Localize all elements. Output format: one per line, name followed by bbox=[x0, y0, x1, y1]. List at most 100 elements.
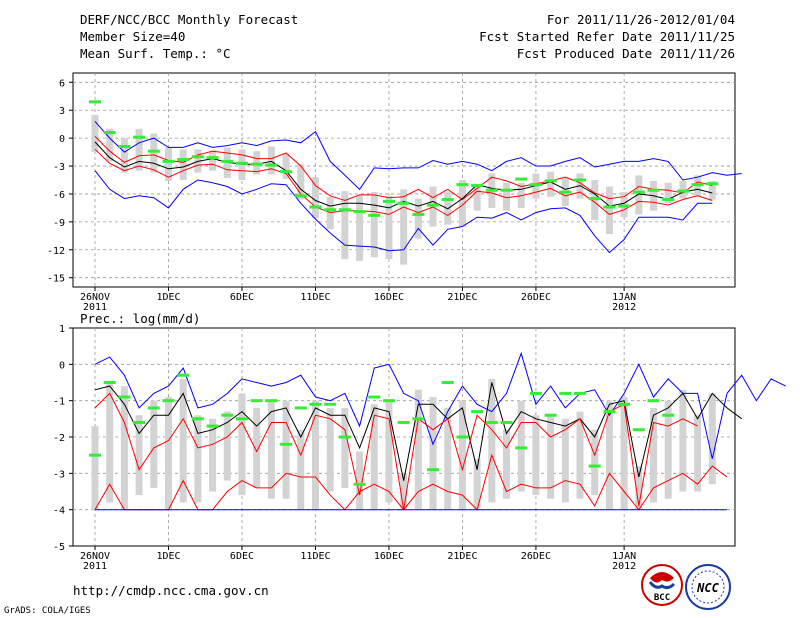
observation-marker bbox=[456, 435, 469, 439]
spread-box bbox=[503, 182, 511, 211]
spread-box bbox=[120, 138, 128, 173]
spread-box bbox=[267, 400, 275, 499]
observation-marker bbox=[324, 208, 337, 212]
observation-marker bbox=[662, 413, 675, 417]
spread-box bbox=[106, 128, 114, 162]
observation-marker bbox=[118, 145, 131, 149]
observation-marker bbox=[544, 179, 557, 183]
spread-box bbox=[91, 426, 99, 510]
observation-marker bbox=[676, 189, 689, 193]
spread-box bbox=[223, 411, 231, 481]
spread-box bbox=[635, 466, 643, 510]
spread-box bbox=[326, 407, 334, 492]
observation-marker bbox=[133, 420, 146, 424]
header-title: DERF/NCC/BCC Monthly Forecast bbox=[80, 12, 298, 27]
spread-box bbox=[473, 458, 481, 510]
observation-marker bbox=[529, 183, 542, 187]
spread-box bbox=[311, 177, 319, 219]
spread-box bbox=[517, 400, 525, 492]
header-start-date: Fcst Started Refer Date 2011/11/25 bbox=[479, 29, 735, 44]
observation-marker bbox=[588, 464, 601, 468]
y-tick-label: -9 bbox=[53, 218, 65, 229]
spread-box bbox=[708, 393, 716, 485]
x-tick-label: 16DEC bbox=[374, 292, 404, 303]
observation-marker bbox=[706, 182, 719, 186]
observation-marker bbox=[559, 391, 572, 395]
observation-marker bbox=[162, 159, 175, 163]
spread-box bbox=[503, 429, 511, 499]
plot-frame bbox=[72, 72, 736, 288]
observation-marker bbox=[162, 399, 175, 403]
spread-box bbox=[664, 182, 672, 204]
observation-marker bbox=[353, 482, 366, 486]
x-tick-label: 21DEC bbox=[447, 292, 477, 303]
x-tick-label: 2012 bbox=[612, 302, 636, 313]
observation-marker bbox=[309, 402, 322, 406]
spread-box bbox=[297, 164, 305, 200]
spread-box bbox=[532, 415, 540, 496]
observation-marker bbox=[147, 149, 160, 153]
spread-box bbox=[194, 415, 202, 503]
spread-box bbox=[341, 191, 349, 260]
observation-marker bbox=[632, 190, 645, 194]
observation-marker bbox=[221, 159, 234, 163]
spread-box bbox=[253, 407, 261, 488]
x-tick-label: 21DEC bbox=[447, 551, 477, 562]
observation-marker bbox=[397, 201, 410, 205]
observation-marker bbox=[338, 435, 351, 439]
observation-marker bbox=[544, 413, 557, 417]
observation-marker bbox=[309, 205, 322, 209]
x-tick-label: 26NOV bbox=[80, 551, 110, 562]
observation-marker bbox=[559, 190, 572, 194]
observation-marker bbox=[603, 410, 616, 414]
observation-marker bbox=[618, 204, 631, 208]
x-tick-label: 1JAN bbox=[612, 292, 636, 303]
series-mean-line bbox=[94, 382, 742, 481]
spread-box bbox=[209, 150, 217, 171]
spread-box bbox=[164, 147, 172, 181]
spread-box bbox=[488, 378, 496, 503]
ncc-logo: NCC bbox=[685, 564, 731, 610]
spread-box bbox=[370, 404, 378, 510]
observation-marker bbox=[206, 156, 219, 160]
precip-panel-title: Prec.: log(mm/d) bbox=[80, 311, 200, 326]
observation-marker bbox=[191, 155, 204, 159]
spread-box bbox=[106, 382, 114, 503]
spread-box bbox=[664, 400, 672, 499]
observation-marker bbox=[588, 197, 601, 201]
observation-marker bbox=[427, 203, 440, 207]
spread-box bbox=[414, 389, 422, 510]
observation-marker bbox=[382, 199, 395, 203]
observation-marker bbox=[191, 417, 204, 421]
spread-box bbox=[311, 400, 319, 510]
header-member-size: Member Size=40 bbox=[80, 29, 185, 44]
observation-marker bbox=[382, 399, 395, 403]
bcc-logo-text: BCC bbox=[654, 593, 670, 603]
observation-marker bbox=[294, 194, 307, 198]
spread-box bbox=[414, 198, 422, 239]
spread-box bbox=[356, 195, 364, 261]
spread-box bbox=[400, 189, 408, 265]
x-tick-label: 6DEC bbox=[230, 551, 254, 562]
observation-marker bbox=[368, 213, 381, 217]
spread-box bbox=[620, 397, 628, 510]
spread-box bbox=[164, 397, 172, 510]
ncc-logo-text: NCC bbox=[696, 581, 719, 595]
spread-box bbox=[650, 407, 658, 503]
spread-box bbox=[605, 400, 613, 510]
x-tick-label: 2011 bbox=[83, 561, 107, 572]
observation-marker bbox=[280, 442, 293, 446]
observation-marker bbox=[441, 381, 454, 384]
series-lower-line bbox=[94, 148, 713, 216]
observation-marker bbox=[603, 205, 616, 209]
observation-marker bbox=[456, 183, 469, 187]
observation-marker bbox=[500, 188, 513, 192]
y-tick-label: -6 bbox=[53, 190, 65, 201]
y-tick-label: -3 bbox=[53, 469, 65, 480]
observation-marker bbox=[103, 131, 116, 135]
series-min-line bbox=[94, 170, 713, 254]
spread-box bbox=[238, 393, 246, 496]
footer-url[interactable]: http://cmdp.ncc.cma.gov.cn bbox=[73, 583, 269, 598]
